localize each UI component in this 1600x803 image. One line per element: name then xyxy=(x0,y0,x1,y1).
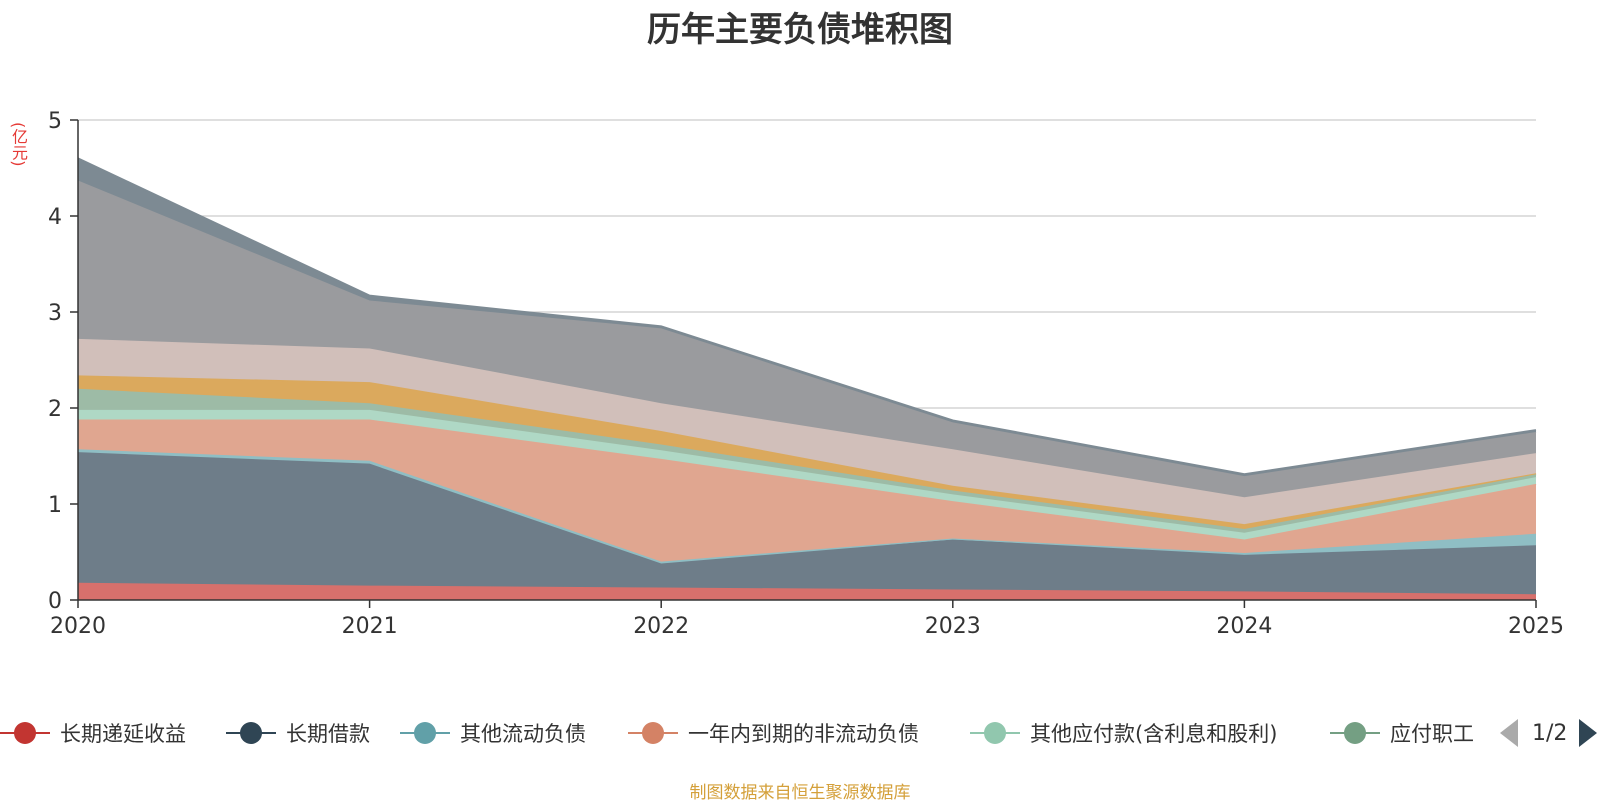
legend-marker-icon xyxy=(628,715,678,751)
legend-label: 应付职工 xyxy=(1390,722,1474,746)
legend-item-5[interactable]: 其他应付款(含利息和股利) xyxy=(970,715,1277,751)
legend-label: 其他流动负债 xyxy=(460,722,586,746)
legend: 长期递延收益 长期借款 其他流动负债 一年内到期的非流动负债 其他应付款(含利息和股利)… xyxy=(0,715,1600,751)
area-series-group xyxy=(77,157,1537,600)
legend-marker-icon xyxy=(400,715,450,751)
area-9[interactable] xyxy=(78,180,1536,498)
area-8[interactable] xyxy=(78,338,1536,525)
y-tick-label: 4 xyxy=(48,205,62,230)
x-tick-label: 2025 xyxy=(1508,614,1564,639)
series-line-10 xyxy=(77,157,1537,476)
legend-label: 一年内到期的非流动负债 xyxy=(688,722,919,746)
legend-item-6[interactable]: 应付职工 xyxy=(1330,715,1474,751)
legend-item-1[interactable]: 长期递延收益 xyxy=(0,715,186,751)
legend-pager: 1/2 xyxy=(1500,715,1598,751)
area-2[interactable] xyxy=(78,452,1536,595)
area-5[interactable] xyxy=(78,409,1536,540)
legend-item-3[interactable]: 其他流动负债 xyxy=(400,715,586,751)
y-tick-label: 5 xyxy=(48,109,62,134)
area-6[interactable] xyxy=(78,388,1536,533)
source-note: 制图数据来自恒生聚源数据库 xyxy=(689,783,911,803)
area-7[interactable] xyxy=(78,375,1536,529)
legend-label: 长期递延收益 xyxy=(60,722,186,746)
x-tick-label: 2022 xyxy=(633,614,689,639)
stacked-area-chart: 0 1 2 3 4 5 2020 2021 2022 2023 2024 2025 xyxy=(48,109,1564,639)
x-tick-label: 2020 xyxy=(50,614,106,639)
y-tick-label: 1 xyxy=(48,493,62,518)
legend-next-page-icon[interactable] xyxy=(1579,719,1598,747)
y-tick-label: 2 xyxy=(48,397,62,422)
legend-item-4[interactable]: 一年内到期的非流动负债 xyxy=(628,715,919,751)
legend-prev-page-icon[interactable] xyxy=(1500,719,1518,747)
legend-marker-icon xyxy=(226,715,276,751)
legend-label: 其他应付款(含利息和股利) xyxy=(1030,722,1278,746)
axes: 0 1 2 3 4 5 2020 2021 2022 2023 2024 2025 xyxy=(48,109,1564,639)
legend-label: 长期借款 xyxy=(286,722,370,746)
area-4[interactable] xyxy=(78,419,1536,562)
y-tick-label: 3 xyxy=(48,301,62,326)
chart-title: 历年主要负债堆积图 xyxy=(647,10,953,50)
legend-page-indicator: 1/2 xyxy=(1532,720,1568,746)
y-axis-unit-label: (亿元) xyxy=(9,122,28,167)
x-tick-label: 2024 xyxy=(1216,614,1272,639)
legend-item-2[interactable]: 长期借款 xyxy=(226,715,370,751)
legend-marker-icon xyxy=(970,715,1020,751)
x-tick-label: 2021 xyxy=(342,614,398,639)
y-tick-label: 0 xyxy=(48,589,62,614)
legend-marker-icon xyxy=(1330,715,1380,751)
legend-marker-icon xyxy=(0,715,50,751)
x-tick-label: 2023 xyxy=(925,614,981,639)
